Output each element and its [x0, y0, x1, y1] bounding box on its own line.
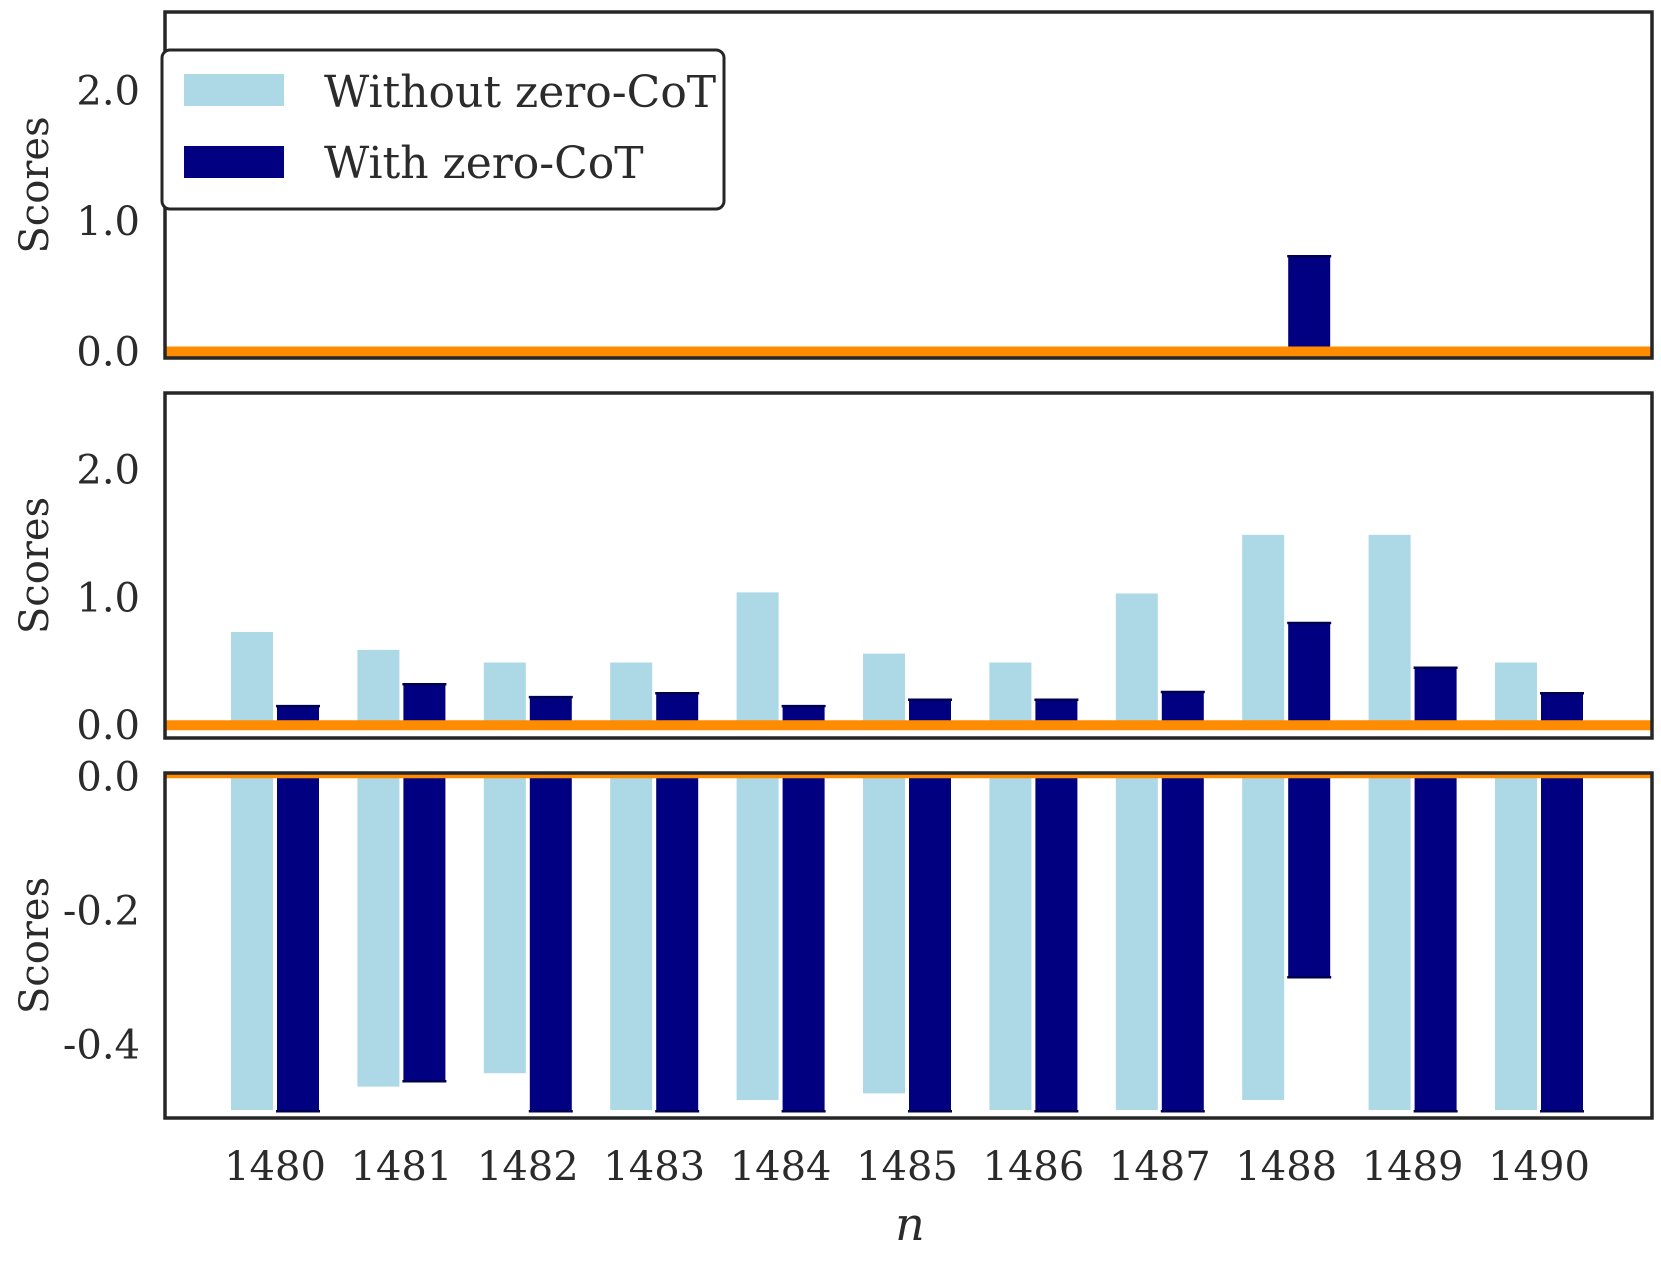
bar-without-1487-panel-3: [1115, 776, 1158, 1112]
bar-without-1483-panel-3: [610, 776, 653, 1112]
legend: Without zero-CoT With zero-CoT: [160, 48, 726, 211]
y-tick-label-panel-1: 2.0: [76, 68, 140, 114]
bar-without-1483-panel-2: [610, 661, 653, 726]
bar-without-1486-panel-2: [989, 661, 1032, 726]
bar-without-1486-panel-3: [989, 776, 1032, 1112]
x-axis-label: n: [895, 1197, 925, 1251]
bar-without-1488-panel-3: [1242, 776, 1285, 1102]
panel-2: 0.0 1.0 2.0 Scores: [12, 391, 1654, 749]
y-tick-label-panel-2: 1.0: [76, 575, 140, 621]
bar-without-1489-panel-2: [1368, 533, 1411, 726]
x-tick-label-1483: 1483: [603, 1144, 705, 1190]
y-tick-label-panel-3: -0.2: [63, 888, 140, 934]
bar-with-1480-panel-3: [277, 776, 319, 1112]
bar-without-1482-panel-3: [483, 776, 526, 1075]
bar-without-1490-panel-3: [1495, 776, 1537, 1112]
bar-with-1487-panel-2: [1161, 692, 1204, 726]
bar-with-1481-panel-2: [403, 684, 446, 726]
bar-with-1487-panel-3: [1161, 776, 1204, 1112]
bar-with-1483-panel-2: [656, 693, 699, 726]
x-tick-label-1481: 1481: [351, 1144, 453, 1190]
bar-without-1484-panel-2: [736, 591, 779, 726]
bar-with-1489-panel-2: [1414, 667, 1457, 726]
bar-with-1489-panel-3: [1414, 776, 1457, 1112]
bar-without-1484-panel-3: [736, 776, 779, 1102]
bar-without-1480-panel-3: [231, 776, 273, 1112]
y-tick-label-panel-2: 2.0: [76, 448, 140, 494]
bar-with-1490-panel-2: [1541, 693, 1583, 726]
bar-with-1481-panel-3: [403, 776, 446, 1082]
y-tick-label-panel-3: 0.0: [76, 754, 140, 800]
bar-without-1487-panel-2: [1115, 592, 1158, 726]
y-axis-label-panel-3: Scores: [12, 877, 58, 1014]
legend-label-without: Without zero-CoT: [324, 67, 716, 118]
bar-with-1486-panel-3: [1035, 776, 1078, 1112]
bar-with-1490-panel-3: [1541, 776, 1583, 1112]
legend-frame: [160, 48, 726, 211]
legend-swatch-with: [184, 146, 284, 178]
bar-without-1481-panel-2: [357, 648, 400, 726]
y-axis-label-panel-1: Scores: [12, 116, 58, 253]
x-tick-label-1486: 1486: [983, 1144, 1085, 1190]
x-tick-label-1489: 1489: [1362, 1144, 1464, 1190]
bar-with-1488-panel-1: [1288, 256, 1331, 352]
bar-with-1484-panel-3: [782, 776, 825, 1112]
x-tick-label-1488: 1488: [1235, 1144, 1337, 1190]
legend-label-with: With zero-CoT: [324, 138, 644, 189]
bar-with-1483-panel-3: [656, 776, 699, 1112]
bar-without-1481-panel-3: [357, 776, 400, 1088]
panels-layer: 0.0 1.0 2.0 Scores 0.0 1.0 2.0 Scores 0.0 -0.2 -0.…: [12, 10, 1654, 1120]
x-tick-label-1487: 1487: [1109, 1144, 1211, 1190]
bar-without-1482-panel-2: [483, 661, 526, 726]
x-tick-label-1490: 1490: [1488, 1144, 1590, 1190]
x-tick-label-1485: 1485: [856, 1144, 958, 1190]
bar-without-1480-panel-2: [231, 630, 273, 726]
legend-swatch-without: [184, 74, 284, 106]
y-tick-label-panel-1: 0.0: [76, 330, 140, 376]
bar-without-1489-panel-3: [1368, 776, 1411, 1112]
x-tick-label-1480: 1480: [224, 1144, 326, 1190]
bar-with-1482-panel-3: [529, 776, 572, 1112]
bar-with-1488-panel-3: [1288, 776, 1331, 978]
plot-frame-panel-2: [163, 391, 1654, 740]
plot-frame-panel-3: [163, 771, 1654, 1120]
bar-with-1485-panel-3: [909, 776, 951, 1112]
y-tick-label-panel-1: 1.0: [76, 199, 140, 245]
x-tick-label-1484: 1484: [730, 1144, 832, 1190]
bar-without-1490-panel-2: [1495, 661, 1537, 726]
x-tick-label-1482: 1482: [477, 1144, 579, 1190]
bar-without-1488-panel-2: [1242, 533, 1285, 726]
y-tick-label-panel-2: 0.0: [76, 703, 140, 749]
x-tick-labels: 1480 1481 1482 1483 1484 1485 1486 1487 1488 1489…: [224, 1144, 1590, 1190]
bar-without-1485-panel-2: [863, 652, 905, 726]
bar-without-1485-panel-3: [863, 776, 905, 1095]
bar-with-1488-panel-2: [1288, 623, 1331, 726]
y-axis-label-panel-2: Scores: [12, 497, 58, 634]
y-tick-label-panel-3: -0.4: [63, 1022, 140, 1068]
